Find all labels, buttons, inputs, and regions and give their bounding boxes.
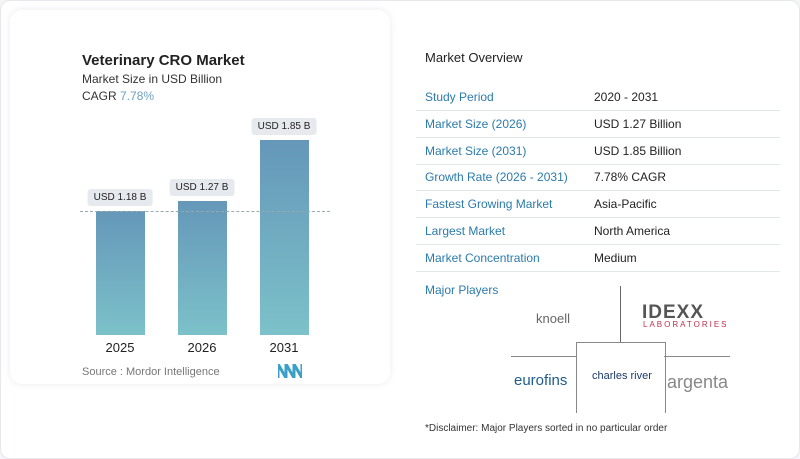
knoell-logo: knoell xyxy=(536,311,570,326)
row-value: North America xyxy=(594,224,671,238)
disclaimer: *Disclaimer: Major Players sorted in no … xyxy=(425,423,668,434)
row-value: USD 1.27 Billion xyxy=(594,116,682,131)
data-label: USD 1.27 B xyxy=(169,179,235,197)
source: Source : Mordor Intelligence xyxy=(82,366,220,378)
argenta-logo: argenta xyxy=(667,372,729,392)
cagr-label: CAGR xyxy=(82,89,117,103)
row-key: Market Size (2026) xyxy=(425,116,527,131)
x-tick: 2026 xyxy=(187,340,217,355)
overview-row: Fastest Growing Market Asia-Pacific xyxy=(416,191,780,219)
eurofins-logo: eurofins xyxy=(514,372,568,389)
idexx-logo: IDEXX xyxy=(642,302,705,323)
data-label: USD 1.18 B xyxy=(87,188,153,206)
row-key: Study Period xyxy=(425,90,494,104)
cagr-value: 7.78% xyxy=(120,89,155,103)
row-key: Largest Market xyxy=(425,224,506,238)
overview-row: Market Concentration Medium xyxy=(416,245,780,272)
x-tick: 2031 xyxy=(269,340,299,355)
bar-2025 xyxy=(96,210,145,335)
chart-title: Veterinary CRO Market xyxy=(82,52,245,69)
overview-row: Largest Market North America xyxy=(416,218,780,245)
bar-2026 xyxy=(178,201,227,335)
charles-river-logo: charles river xyxy=(592,370,652,382)
mordor-logo-icon xyxy=(278,364,302,378)
overview-title: Market Overview xyxy=(425,50,523,65)
row-value: Medium xyxy=(594,250,637,265)
row-key: Market Concentration xyxy=(425,250,540,265)
chart-subtitle: Market Size in USD Billion xyxy=(82,72,223,86)
reference-line xyxy=(80,210,330,212)
players-title: Major Players xyxy=(425,283,499,297)
x-tick: 2025 xyxy=(105,340,135,355)
overview-row: Study Period 2020 - 2031 xyxy=(416,84,780,111)
overview-row: Market Size (2026) USD 1.27 Billion xyxy=(416,111,780,138)
overview-row: Growth Rate (2026 - 2031) 7.78% CAGR xyxy=(416,164,780,192)
overview-row: Market Size (2031) USD 1.85 Billion xyxy=(416,138,780,165)
bar-2031 xyxy=(260,140,309,335)
row-value: 7.78% CAGR xyxy=(594,170,667,185)
row-value: Asia-Pacific xyxy=(594,197,657,212)
row-value: 2020 - 2031 xyxy=(594,90,659,104)
data-label: USD 1.85 B xyxy=(251,118,317,135)
row-key: Fastest Growing Market xyxy=(425,197,553,212)
row-key: Market Size (2031) xyxy=(425,143,527,158)
idexx-sub: LABORATORIES xyxy=(643,320,729,329)
row-value: USD 1.85 Billion xyxy=(594,143,682,158)
row-key: Growth Rate (2026 - 2031) xyxy=(425,170,568,185)
